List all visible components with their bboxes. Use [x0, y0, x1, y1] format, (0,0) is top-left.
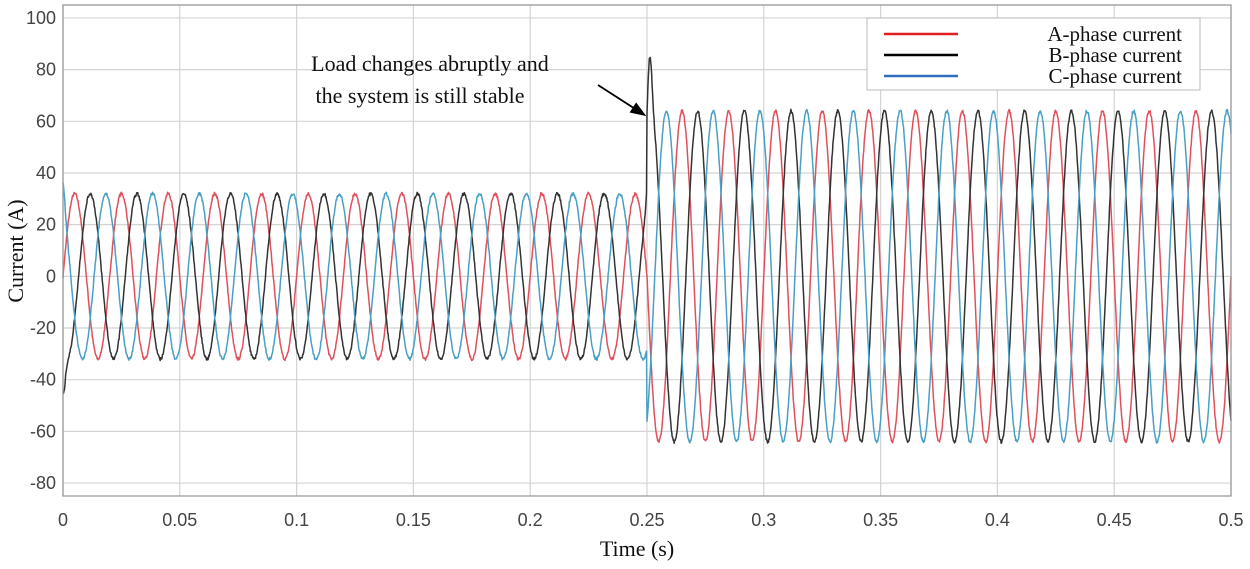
y-tick-label: 0 — [46, 266, 56, 286]
x-tick-label: 0.4 — [985, 510, 1010, 530]
x-tick-label: 0.1 — [284, 510, 309, 530]
x-tick-label: 0.3 — [751, 510, 776, 530]
series-lines — [62, 56, 1232, 444]
x-tick-label: 0.35 — [863, 510, 898, 530]
x-tick-label: 0 — [58, 510, 68, 530]
series-line-b-phase-current — [62, 56, 1232, 444]
x-tick-label: 0.5 — [1218, 510, 1243, 530]
annotation-arrowhead — [629, 102, 647, 117]
annotation: Load changes abruptly and the system is … — [311, 51, 647, 117]
y-tick-label: 40 — [36, 163, 56, 183]
y-tick-label: -80 — [30, 473, 56, 493]
plot-frame — [62, 4, 1232, 497]
x-tick-label: 0.15 — [396, 510, 431, 530]
y-tick-label: -20 — [30, 318, 56, 338]
y-tick-label: 100 — [26, 8, 56, 28]
legend-label: A-phase current — [1047, 22, 1182, 46]
y-tick-label: 20 — [36, 215, 56, 235]
y-axis-label: Current (A) — [3, 199, 28, 302]
tick-labels: 0 0.05 0.1 0.15 0.2 0.25 0.3 0.35 0.4 0.45 0.5 -80 -… — [26, 8, 1244, 530]
x-tick-label: 0.05 — [162, 510, 197, 530]
y-tick-label: -60 — [30, 421, 56, 441]
series-line-a-phase-current — [62, 108, 1232, 444]
legend-label: B-phase current — [1048, 43, 1182, 67]
x-axis-label: Time (s) — [600, 536, 674, 561]
annotation-line-1: Load changes abruptly and — [311, 51, 549, 76]
x-tick-label: 0.2 — [518, 510, 543, 530]
y-tick-label: -40 — [30, 370, 56, 390]
y-tick-label: 80 — [36, 60, 56, 80]
x-tick-label: 0.45 — [1097, 510, 1132, 530]
series-line-c-phase-current — [62, 108, 1232, 444]
x-tick-label: 0.25 — [629, 510, 664, 530]
y-tick-label: 60 — [36, 111, 56, 131]
legend-label: C-phase current — [1048, 64, 1182, 88]
annotation-line-2: the system is still stable — [316, 83, 525, 108]
annotation-arrow — [597, 84, 637, 111]
